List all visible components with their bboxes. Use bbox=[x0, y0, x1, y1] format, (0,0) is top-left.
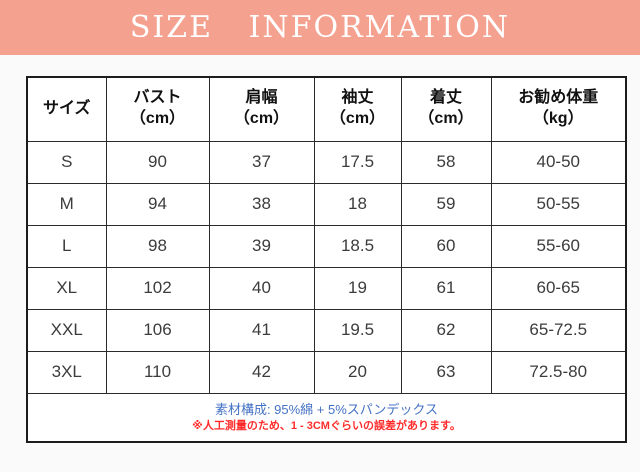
table-cell: 50-55 bbox=[490, 182, 627, 226]
table-cell: 41 bbox=[208, 308, 315, 352]
table-cell: 90 bbox=[105, 140, 210, 184]
banner-title: SIZE INFORMATION bbox=[129, 10, 511, 45]
table-cell: 62 bbox=[400, 308, 492, 352]
table-cell: 55-60 bbox=[490, 224, 627, 268]
col-header-size: サイズ bbox=[26, 76, 107, 142]
table-row-3xl: 3XL 110 42 20 63 72.5-80 bbox=[26, 350, 627, 394]
table-cell: 72.5-80 bbox=[490, 350, 627, 394]
table-cell: 39 bbox=[208, 224, 315, 268]
table-cell: 18 bbox=[313, 182, 402, 226]
table-cell: 58 bbox=[400, 140, 492, 184]
table-cell: 61 bbox=[400, 266, 492, 310]
col-header-unit: （kg） bbox=[532, 110, 584, 128]
material-note: 素材構成: 95%綿 + 5%スパンデックス bbox=[214, 401, 439, 417]
col-header-label: 袖丈 bbox=[341, 89, 374, 107]
table-cell: 59 bbox=[400, 182, 492, 226]
col-header-label: お勧め体重 bbox=[518, 89, 599, 107]
table-row-xl: XL 102 40 19 61 60-65 bbox=[26, 266, 627, 310]
notes-row: 素材構成: 95%綿 + 5%スパンデックス ※人工測量のため、1 - 3CMぐ… bbox=[26, 392, 627, 443]
table-cell: 65-72.5 bbox=[490, 308, 627, 352]
measurement-disclaimer: ※人工測量のため、1 - 3CMぐらいの誤差があります。 bbox=[192, 420, 461, 433]
table-cell: 42 bbox=[208, 350, 315, 394]
col-header-unit: （cm） bbox=[329, 110, 386, 128]
table-cell: 106 bbox=[105, 308, 210, 352]
table-cell: 60 bbox=[400, 224, 492, 268]
table-cell: 98 bbox=[105, 224, 210, 268]
col-header-label: 着丈 bbox=[429, 89, 462, 107]
col-header-sleeve: 袖丈 （cm） bbox=[313, 76, 402, 142]
col-header-weight: お勧め体重 （kg） bbox=[490, 76, 627, 142]
table-cell: 40 bbox=[208, 266, 315, 310]
col-header-label: 肩幅 bbox=[245, 89, 278, 107]
table-cell: 17.5 bbox=[313, 140, 402, 184]
table-cell: 40-50 bbox=[490, 140, 627, 184]
table-cell: 3XL bbox=[26, 350, 107, 394]
table-cell: XXL bbox=[26, 308, 107, 352]
col-header-unit: （cm） bbox=[418, 110, 474, 128]
col-header-bust: バスト （cm） bbox=[105, 76, 210, 142]
table-cell: 110 bbox=[105, 350, 210, 394]
table-cell: L bbox=[26, 224, 107, 268]
table-row-xxl: XXL 106 41 19.5 62 65-72.5 bbox=[26, 308, 627, 352]
table-cell: 60-65 bbox=[490, 266, 627, 310]
col-header-shoulder: 肩幅 （cm） bbox=[208, 76, 315, 142]
table-cell: 19 bbox=[313, 266, 402, 310]
col-header-length: 着丈 （cm） bbox=[400, 76, 492, 142]
table-cell: 102 bbox=[105, 266, 210, 310]
table-cell: 20 bbox=[313, 350, 402, 394]
size-table: サイズ バスト （cm） 肩幅 （cm） 袖丈 （cm） 着丈 （cm） お勧め… bbox=[26, 76, 627, 443]
header-row: サイズ バスト （cm） 肩幅 （cm） 袖丈 （cm） 着丈 （cm） お勧め… bbox=[26, 76, 627, 142]
table-row-m: M 94 38 18 59 50-55 bbox=[26, 182, 627, 226]
table-cell: 94 bbox=[105, 182, 210, 226]
table-cell: XL bbox=[26, 266, 107, 310]
col-header-unit: （cm） bbox=[233, 110, 290, 128]
col-header-label: バスト bbox=[133, 89, 182, 107]
table-cell: 18.5 bbox=[313, 224, 402, 268]
table-cell: 38 bbox=[208, 182, 315, 226]
table-cell: 19.5 bbox=[313, 308, 402, 352]
table-cell: 63 bbox=[400, 350, 492, 394]
notes-cell: 素材構成: 95%綿 + 5%スパンデックス ※人工測量のため、1 - 3CMぐ… bbox=[26, 392, 627, 443]
table-cell: M bbox=[26, 182, 107, 226]
table-row-s: S 90 37 17.5 58 40-50 bbox=[26, 140, 627, 184]
col-header-label: サイズ bbox=[42, 99, 91, 117]
col-header-unit: （cm） bbox=[129, 110, 186, 128]
table-row-l: L 98 39 18.5 60 55-60 bbox=[26, 224, 627, 268]
table-cell: 37 bbox=[208, 140, 315, 184]
table-cell: S bbox=[26, 140, 107, 184]
size-information-banner: SIZE INFORMATION bbox=[0, 0, 640, 55]
